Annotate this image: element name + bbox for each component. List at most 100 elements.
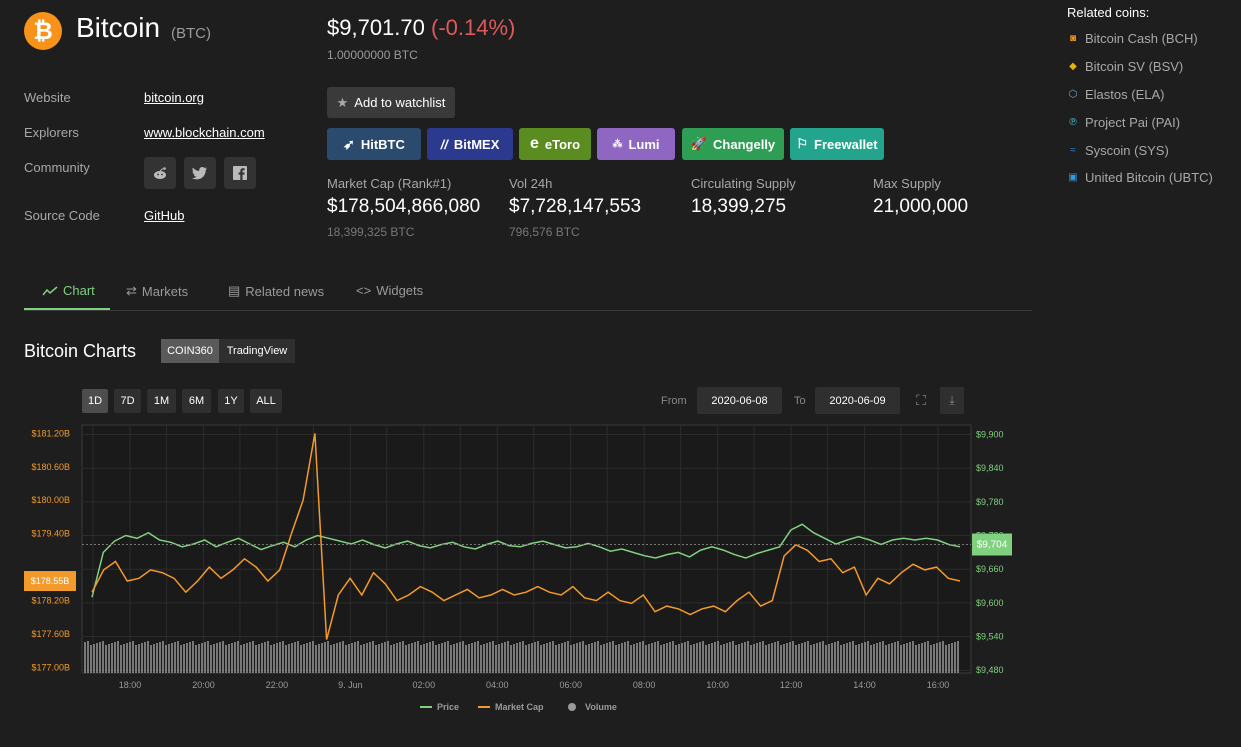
volume-bar <box>909 642 911 673</box>
hitbtc-icon: ➶ <box>343 135 355 152</box>
price-chart[interactable]: $181.20B $180.60B $180.00B $179.40B $178.20B… <box>0 415 1040 720</box>
volume-bar <box>156 643 158 673</box>
volume-bar <box>189 642 191 673</box>
bsv-icon: ◆ <box>1069 61 1077 72</box>
volume-bar <box>297 641 299 673</box>
changelly-button[interactable]: 🚀 Changelly <box>682 128 784 160</box>
volume-bar <box>573 644 575 673</box>
explorers-link[interactable]: www.blockchain.com <box>144 125 265 140</box>
volume-bar <box>126 643 128 673</box>
volume-bar <box>381 643 383 673</box>
x-axis-ticks: 18:00 20:00 22:00 9. Jun 02:00 04:00 06:00 08:0… <box>119 680 950 690</box>
etoro-button[interactable]: e eToro <box>519 128 591 160</box>
website-label: Website <box>24 90 71 105</box>
volume-bar <box>693 644 695 673</box>
related-coin-sys[interactable]: ≈ Syscoin (SYS) <box>1067 143 1169 158</box>
volume-bar <box>561 643 563 673</box>
volume-bar <box>591 643 593 673</box>
freewallet-button[interactable]: ⚐ Freewallet <box>790 128 884 160</box>
chart-legend[interactable]: Price Market Cap Volume <box>420 702 617 712</box>
volume-bar <box>921 643 923 673</box>
volume-bar <box>657 641 659 673</box>
source-tradingview-button[interactable]: TradingView <box>219 339 295 363</box>
circulating-supply-label: Circulating Supply <box>691 176 796 191</box>
volume-bar <box>927 641 929 673</box>
range-1m-button[interactable]: 1M <box>147 389 176 413</box>
volume-bar <box>594 642 596 673</box>
volume-bar <box>549 642 551 673</box>
tab-related-news[interactable]: ▤ Related news <box>228 283 324 299</box>
github-link[interactable]: GitHub <box>144 208 185 223</box>
volume-bar <box>462 641 464 673</box>
add-to-watchlist-button[interactable]: ★ Add to watchlist <box>327 87 455 118</box>
volume-bar <box>555 645 557 673</box>
volume-bar <box>429 642 431 673</box>
fullscreen-icon[interactable]: ⛶ <box>916 391 926 408</box>
volume-bar <box>717 641 719 673</box>
volume-bar <box>906 643 908 673</box>
coin-symbol: (BTC) <box>171 25 211 42</box>
volume-bar <box>615 645 617 673</box>
reddit-icon[interactable] <box>144 157 176 189</box>
lumi-button[interactable]: ⁂ Lumi <box>597 128 675 160</box>
volume-bar <box>537 641 539 673</box>
volume-bar <box>306 643 308 673</box>
volume-bar <box>618 644 620 673</box>
volume-bars <box>84 641 959 673</box>
website-link[interactable]: bitcoin.org <box>144 90 204 105</box>
range-all-button[interactable]: ALL <box>250 389 282 413</box>
volume-bar <box>414 642 416 673</box>
volume-bar <box>519 642 521 673</box>
volume-bar <box>579 642 581 673</box>
volume-bar <box>213 644 215 673</box>
volume-btc: 796,576 BTC <box>509 225 580 239</box>
volume-bar <box>273 644 275 673</box>
volume-bar <box>135 645 137 673</box>
facebook-icon[interactable] <box>224 157 256 189</box>
bitmex-button[interactable]: // BitMEX <box>427 128 513 160</box>
chart-grid <box>82 425 971 673</box>
range-6m-button[interactable]: 6M <box>182 389 211 413</box>
range-1y-button[interactable]: 1Y <box>218 389 244 413</box>
related-coin-bsv[interactable]: ◆ Bitcoin SV (BSV) <box>1067 59 1183 74</box>
volume-bar <box>783 644 785 673</box>
download-icon[interactable]: ⤓ <box>940 387 964 414</box>
volume-bar <box>351 643 353 673</box>
related-coin-label: Syscoin (SYS) <box>1085 143 1169 158</box>
volume-bar <box>684 642 686 673</box>
range-1d-button[interactable]: 1D <box>82 389 108 413</box>
volume-bar <box>333 644 335 673</box>
range-7d-button[interactable]: 7D <box>114 389 141 413</box>
series-lines <box>82 433 971 640</box>
volume-bar <box>930 645 932 673</box>
exchange-label: Freewallet <box>814 136 878 152</box>
tab-label: Related news <box>245 283 325 299</box>
volume-bar <box>807 641 809 673</box>
volume-bar <box>423 644 425 673</box>
exchange-label: BitMEX <box>453 136 500 152</box>
tab-markets[interactable]: ⇄ Markets <box>126 283 188 299</box>
volume-bar <box>678 644 680 673</box>
related-coin-ubtc[interactable]: ▣ United Bitcoin (UBTC) <box>1067 170 1213 185</box>
hitbtc-button[interactable]: ➶ HitBTC <box>327 128 421 160</box>
related-coin-bch[interactable]: ◙ Bitcoin Cash (BCH) <box>1067 31 1198 46</box>
volume-bar <box>426 643 428 673</box>
exchange-label: HitBTC <box>360 136 405 152</box>
related-coin-ela[interactable]: ⬡ Elastos (ELA) <box>1067 87 1165 102</box>
active-tab-indicator <box>24 308 110 310</box>
volume-bar <box>96 643 98 673</box>
volume-bar <box>144 642 146 673</box>
watchlist-label: Add to watchlist <box>354 95 446 110</box>
related-coin-pai[interactable]: ℗ Project Pai (PAI) <box>1067 115 1180 130</box>
from-date-input[interactable]: 2020-06-08 <box>697 387 782 414</box>
to-date-input[interactable]: 2020-06-09 <box>815 387 900 414</box>
x-tick-label: 16:00 <box>927 680 950 690</box>
volume-bar <box>453 644 455 673</box>
source-coin360-button[interactable]: COIN360 <box>161 339 219 363</box>
tab-widgets[interactable]: <> Widgets <box>356 283 423 298</box>
volume-bar <box>648 644 650 673</box>
volume-bar <box>318 644 320 673</box>
volume-bar <box>186 643 188 673</box>
twitter-icon[interactable] <box>184 157 216 189</box>
tab-chart[interactable]: Chart <box>42 283 95 298</box>
